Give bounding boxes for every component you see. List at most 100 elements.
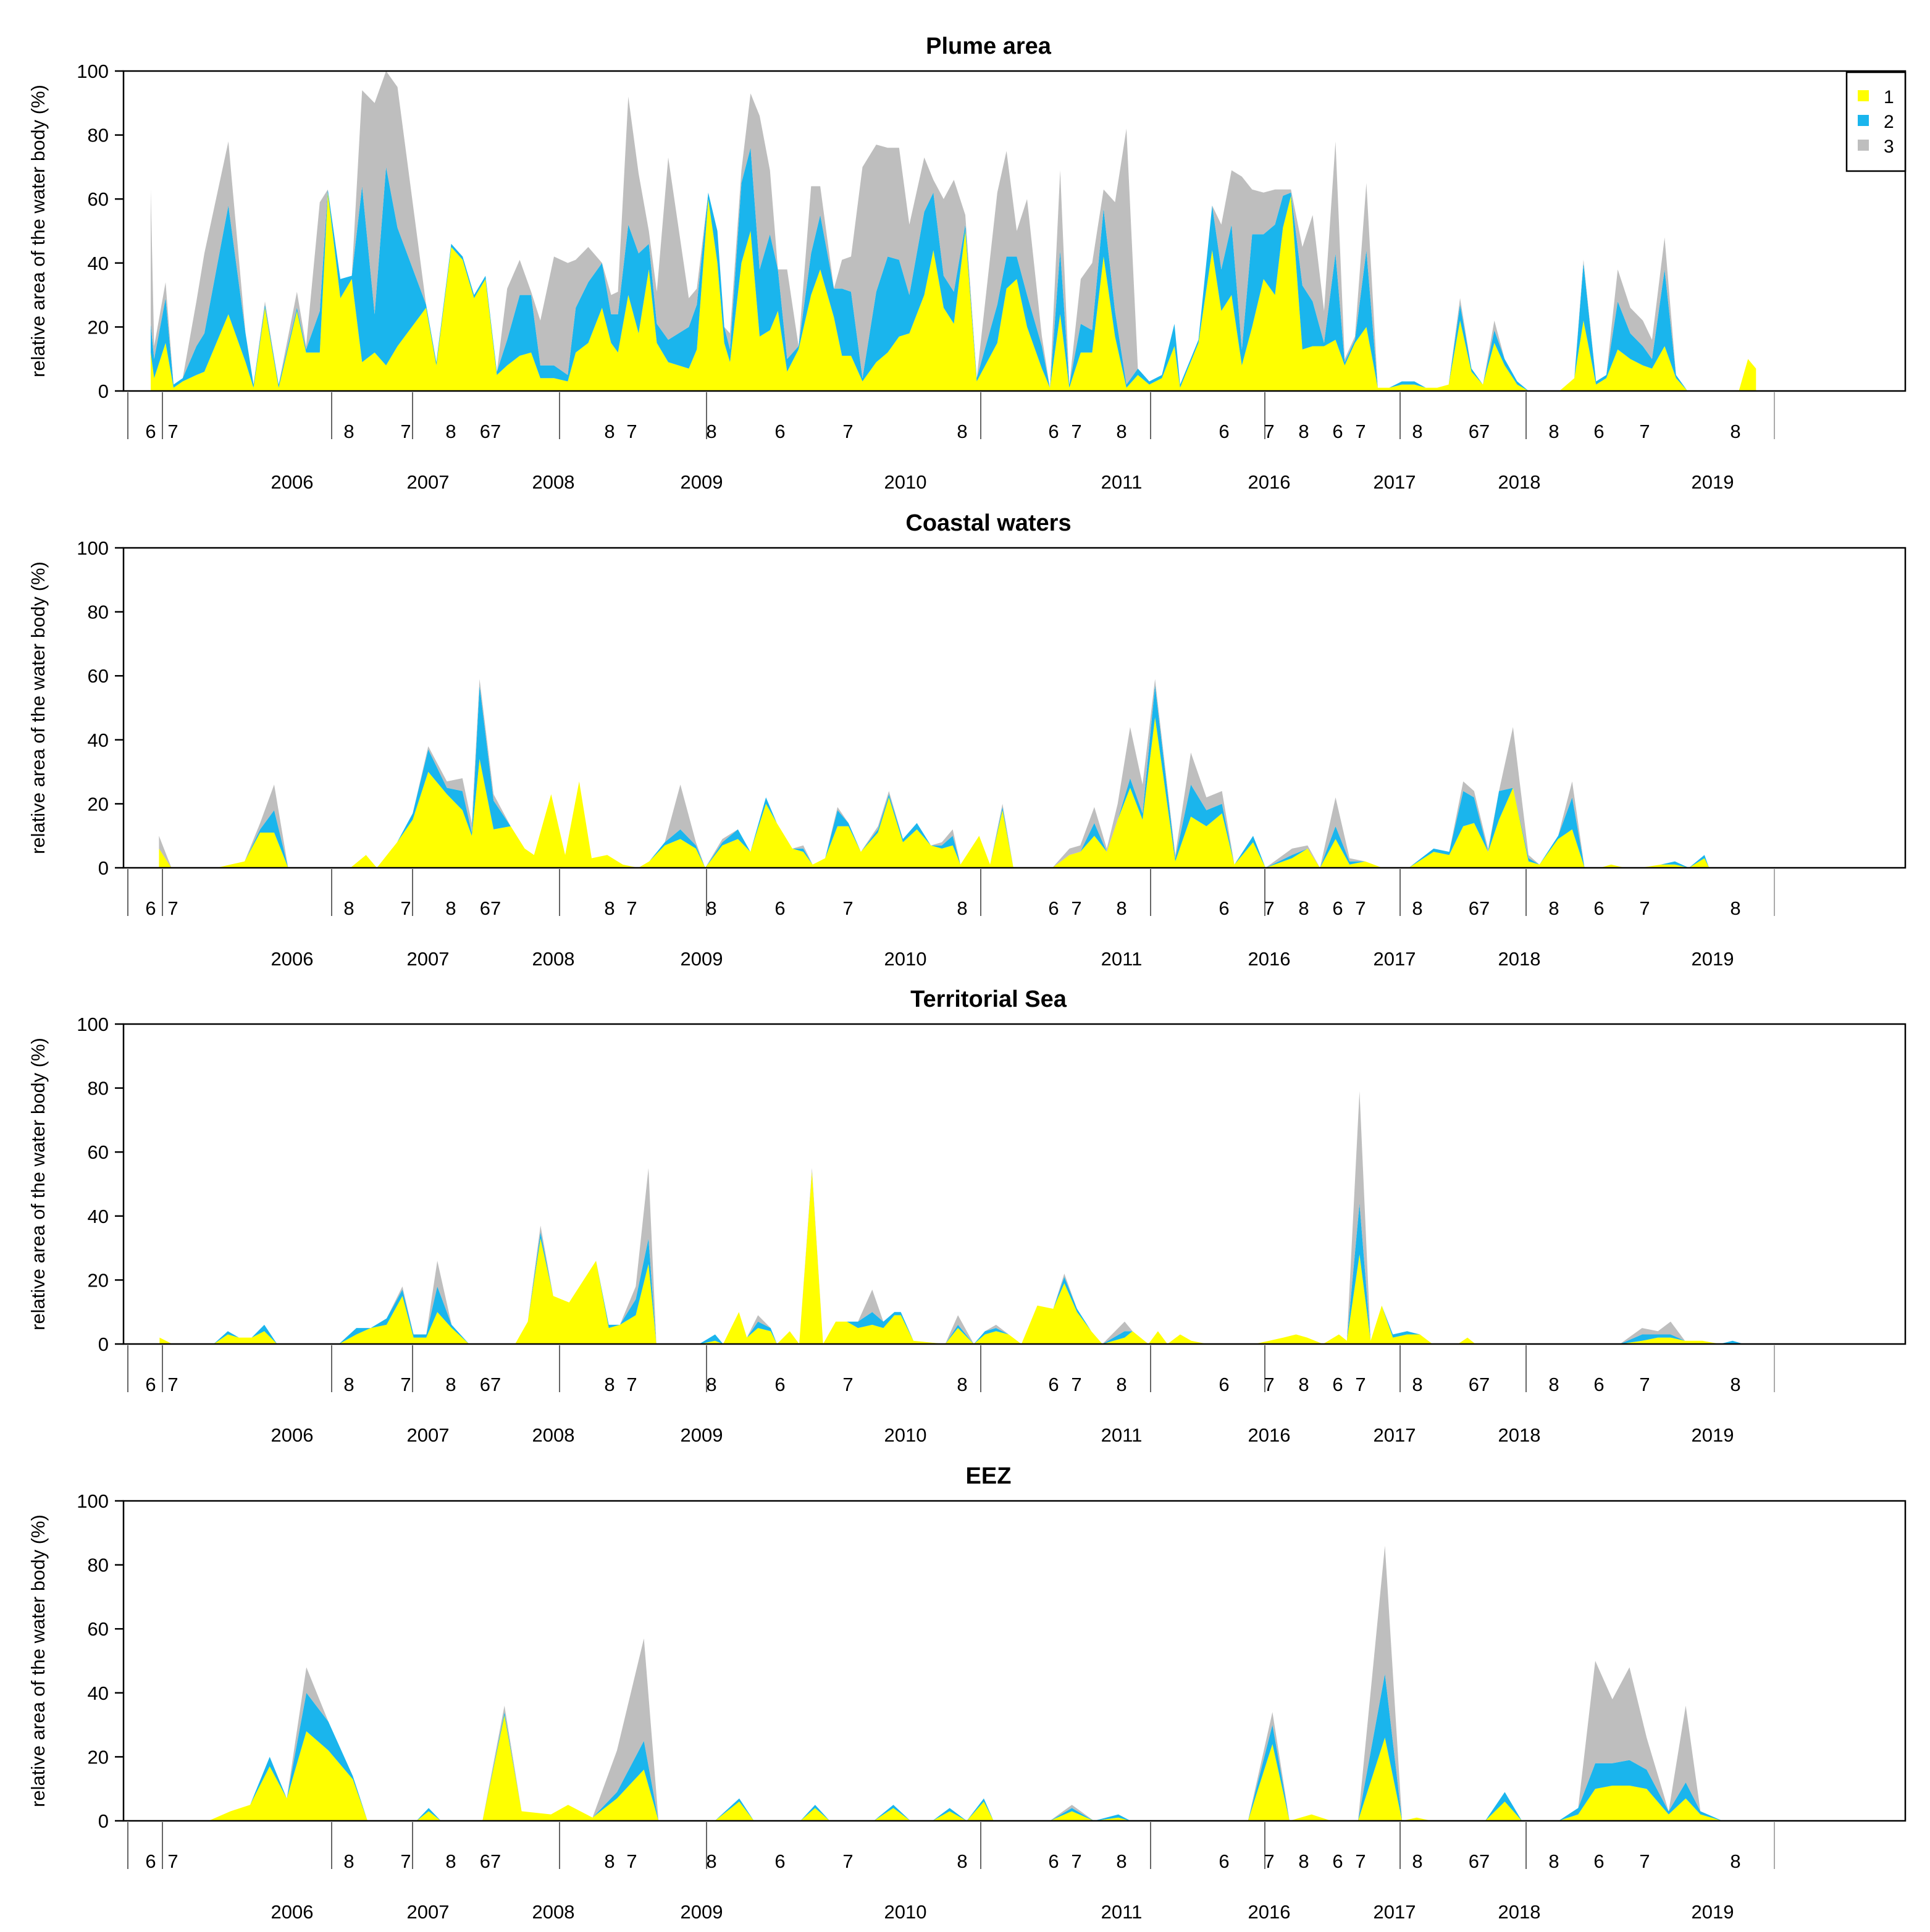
y-tick-label: 20 xyxy=(88,793,109,815)
y-tick-label: 0 xyxy=(98,1810,109,1832)
y-tick-label: 60 xyxy=(88,665,109,687)
year-label: 2019 xyxy=(1692,1901,1734,1923)
panel-1: Plume area 0 20 40 60 80 100 relative area of t… xyxy=(27,33,1907,493)
panel-2: Coastal waters 0 20 40 60 80 100 relative area … xyxy=(27,510,1907,970)
month-label: 7 xyxy=(1355,421,1366,442)
month-label: 6 xyxy=(1593,1850,1604,1872)
y-tick-label: 100 xyxy=(77,1014,109,1035)
month-label: 8 xyxy=(1412,1374,1422,1395)
year-label: 2018 xyxy=(1498,1901,1541,1923)
series-1-area xyxy=(159,717,1756,868)
month-label: 8 xyxy=(957,1374,967,1395)
month-label: 8 xyxy=(1412,421,1422,442)
y-tick-label: 20 xyxy=(88,1269,109,1291)
panel-title: EEZ xyxy=(966,1463,1012,1489)
series-3-area xyxy=(151,71,1756,391)
month-label: 6 xyxy=(774,1850,785,1872)
month-label: 7 xyxy=(842,897,853,919)
month-label: 6 xyxy=(1593,897,1604,919)
month-label: 7 xyxy=(400,421,411,442)
month-label: 6 xyxy=(1593,1374,1604,1395)
month-label: 67 xyxy=(1469,1850,1490,1872)
month-label: 8 xyxy=(445,1374,456,1395)
y-tick-label: 40 xyxy=(88,1206,109,1227)
panel-3: Territorial Sea 0 20 40 60 80 100 relative area… xyxy=(27,986,1907,1446)
month-label: 7 xyxy=(1264,421,1274,442)
month-label: 7 xyxy=(1639,897,1650,919)
month-label: 8 xyxy=(604,1374,615,1395)
month-label: 8 xyxy=(604,421,615,442)
plot-frame xyxy=(122,1023,1907,1345)
y-tick-label: 60 xyxy=(88,1618,109,1640)
year-label: 2011 xyxy=(1101,471,1143,493)
month-label: 8 xyxy=(706,1374,716,1395)
month-label: 67 xyxy=(480,1850,501,1872)
year-label: 2008 xyxy=(532,948,575,970)
month-label: 6 xyxy=(1332,421,1343,442)
y-tick-label: 80 xyxy=(88,1078,109,1099)
y-axis-label: relative area of the water body (%) xyxy=(27,1038,49,1330)
series-3-area xyxy=(177,1545,1755,1821)
year-label: 2017 xyxy=(1374,1901,1416,1923)
month-label: 7 xyxy=(167,1374,178,1395)
month-label: 7 xyxy=(842,421,853,442)
month-label: 8 xyxy=(1548,421,1559,442)
month-label: 7 xyxy=(1071,897,1081,919)
plot-frame xyxy=(122,70,1907,392)
month-label: 6 xyxy=(1332,897,1343,919)
month-label: 8 xyxy=(1298,897,1309,919)
month-label: 8 xyxy=(1730,421,1740,442)
y-axis-label: relative area of the water body (%) xyxy=(27,1514,49,1807)
year-label: 2007 xyxy=(407,1424,450,1446)
y-tick-label: 80 xyxy=(88,1555,109,1576)
year-label: 2011 xyxy=(1101,948,1143,970)
year-label: 2009 xyxy=(681,471,723,493)
year-label: 2019 xyxy=(1692,471,1734,493)
y-tick-label: 0 xyxy=(98,380,109,402)
month-label: 6 xyxy=(1048,1374,1059,1395)
month-label: 6 xyxy=(145,897,156,919)
month-label: 8 xyxy=(604,1850,615,1872)
month-label: 7 xyxy=(1639,421,1650,442)
month-label: 7 xyxy=(1639,1850,1650,1872)
month-label: 7 xyxy=(1355,1850,1366,1872)
y-tick-label: 100 xyxy=(77,1490,109,1512)
month-label: 8 xyxy=(957,421,967,442)
month-label: 7 xyxy=(842,1850,853,1872)
y-tick-label: 80 xyxy=(88,125,109,146)
month-label: 6 xyxy=(1048,421,1059,442)
month-label: 7 xyxy=(400,1374,411,1395)
year-label: 2008 xyxy=(532,471,575,493)
year-label: 2010 xyxy=(884,1424,927,1446)
month-label: 6 xyxy=(1219,421,1229,442)
month-label: 8 xyxy=(1730,1850,1740,1872)
year-label: 2010 xyxy=(884,948,927,970)
month-label: 67 xyxy=(480,1374,501,1395)
month-label: 6 xyxy=(1332,1374,1343,1395)
panel-title: Coastal waters xyxy=(905,510,1071,536)
panel-4: EEZ 0 20 40 60 80 100 relative area of the wate… xyxy=(27,1463,1907,1923)
year-label: 2006 xyxy=(271,948,314,970)
month-label: 67 xyxy=(1469,1374,1490,1395)
month-label: 7 xyxy=(626,897,637,919)
month-label: 7 xyxy=(1639,1374,1650,1395)
legend-label-3: 3 xyxy=(1884,136,1894,157)
month-label: 6 xyxy=(774,897,785,919)
year-label: 2006 xyxy=(271,471,314,493)
year-label: 2016 xyxy=(1248,948,1291,970)
y-axis-label: relative area of the water body (%) xyxy=(27,561,49,854)
year-label: 2006 xyxy=(271,1424,314,1446)
year-label: 2009 xyxy=(681,948,723,970)
year-label: 2006 xyxy=(271,1901,314,1923)
year-label: 2007 xyxy=(407,948,450,970)
month-label: 6 xyxy=(1048,897,1059,919)
month-label: 8 xyxy=(604,897,615,919)
month-label: 7 xyxy=(1264,1850,1274,1872)
y-tick-label: 80 xyxy=(88,602,109,623)
month-label: 7 xyxy=(1264,897,1274,919)
y-tick-label: 40 xyxy=(88,729,109,751)
year-label: 2018 xyxy=(1498,1424,1541,1446)
month-label: 8 xyxy=(1298,1850,1309,1872)
month-label: 6 xyxy=(145,1850,156,1872)
